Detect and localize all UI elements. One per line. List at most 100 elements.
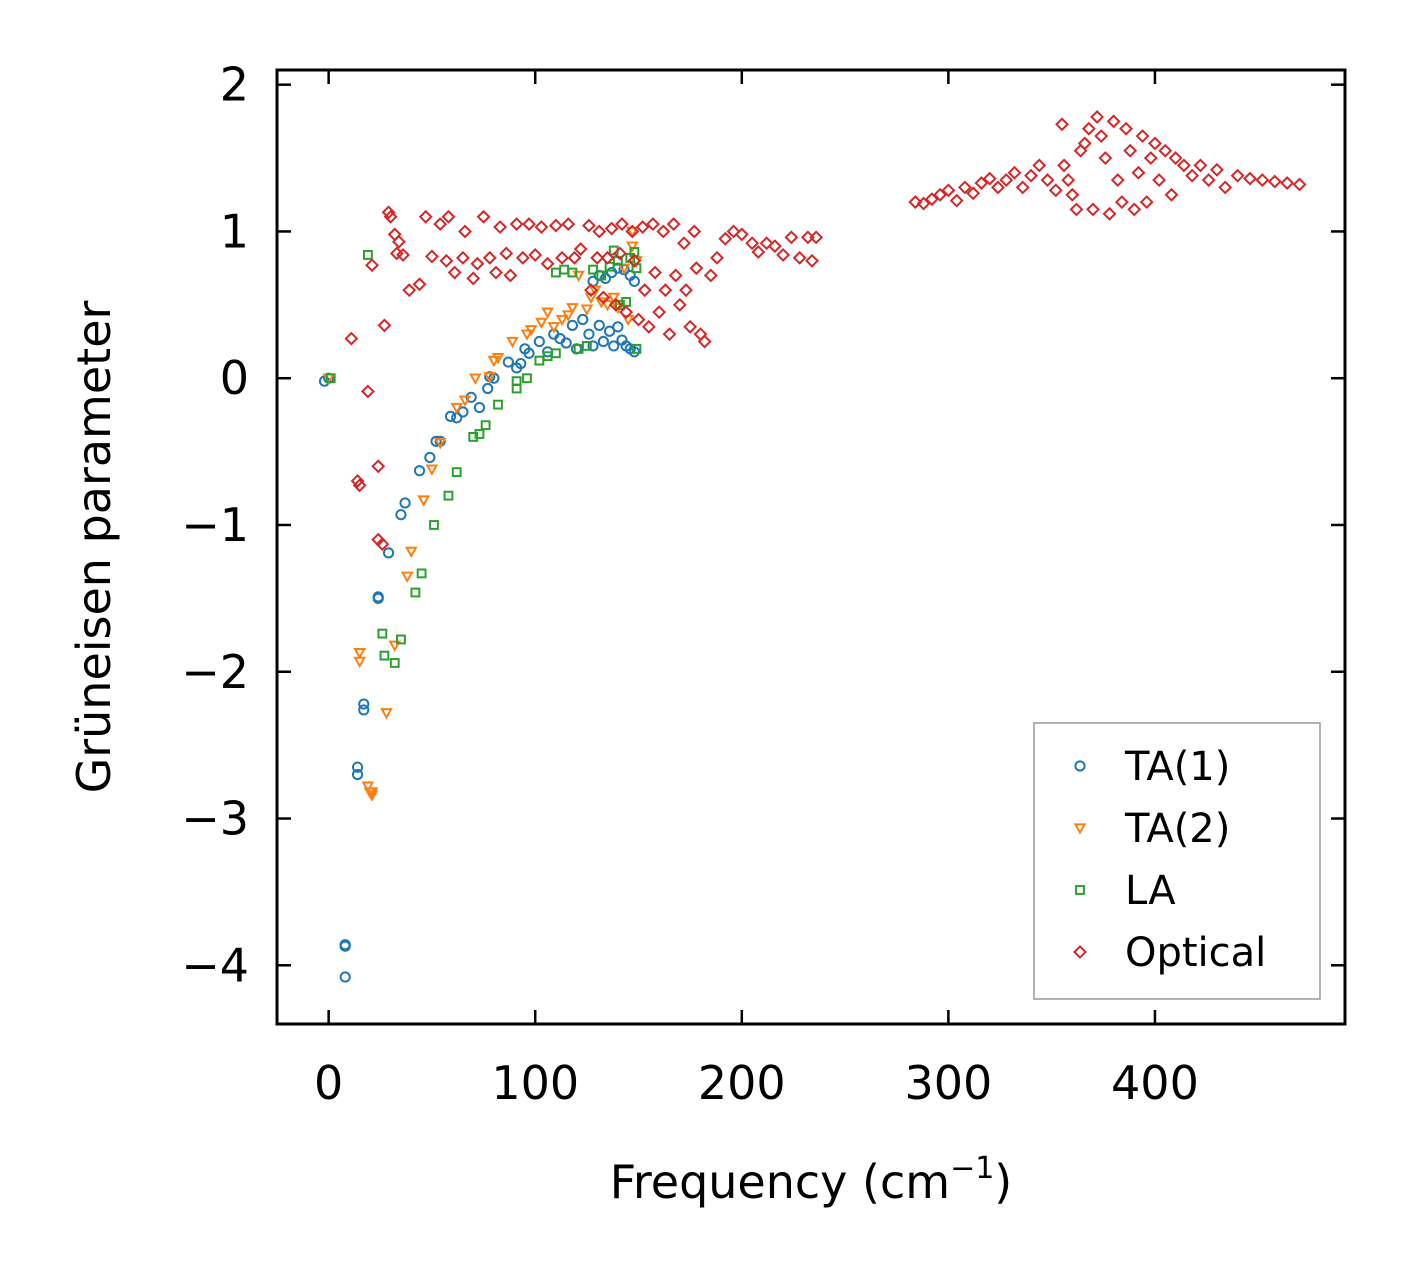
data-point (383, 209, 398, 224)
data-point (666, 217, 681, 232)
data-point (344, 331, 359, 346)
data-point (489, 265, 503, 280)
data-point (430, 435, 442, 447)
data-point (626, 226, 639, 239)
series-la (325, 245, 642, 668)
x-axis-title-main: Frequency (cm (610, 1155, 950, 1209)
data-point (631, 312, 646, 327)
data-point (592, 224, 607, 239)
data-point (566, 303, 579, 315)
data-point (458, 224, 472, 239)
data-point (1267, 174, 1282, 189)
data-point (469, 373, 482, 385)
data-point (626, 241, 639, 253)
data-point (1086, 202, 1100, 217)
x-tick-label: 400 (1111, 1056, 1199, 1110)
data-point (1201, 173, 1216, 188)
data-point (444, 410, 457, 422)
data-point (759, 236, 774, 251)
data-point (1209, 162, 1224, 177)
data-point (767, 239, 782, 254)
data-point (628, 275, 640, 287)
data-point (377, 628, 388, 639)
data-point (1152, 173, 1167, 188)
y-tick-label: 0 (220, 351, 249, 405)
data-point (509, 217, 524, 232)
data-point (365, 258, 379, 273)
data-point (1094, 129, 1109, 143)
data-point (658, 283, 673, 298)
data-point (1168, 151, 1183, 165)
y-tick-label: −4 (181, 938, 249, 992)
data-point (776, 247, 791, 262)
data-point (581, 341, 592, 351)
data-point (627, 253, 642, 268)
data-point (573, 242, 588, 256)
data-point (1280, 176, 1295, 190)
data-point (351, 768, 364, 781)
data-point (612, 246, 627, 261)
data-point (555, 314, 569, 327)
data-point (1230, 168, 1245, 183)
data-point (734, 227, 749, 242)
data-point (1139, 195, 1154, 210)
data-point (1127, 202, 1142, 217)
data-point (679, 283, 693, 298)
data-point (683, 319, 698, 334)
data-point (1007, 165, 1022, 180)
data-point (391, 234, 406, 249)
data-point (493, 399, 503, 410)
y-tick-label: −3 (181, 792, 249, 846)
legend-marker-ta-1- (1074, 760, 1086, 772)
data-point (596, 270, 607, 281)
legend-label: TA(1) (1124, 744, 1230, 790)
data-point (443, 490, 454, 501)
data-point (580, 304, 594, 316)
data-point (487, 355, 501, 368)
data-point (429, 520, 439, 530)
x-axis-title: Frequency (cm−1) (610, 1151, 1013, 1209)
data-point (608, 297, 623, 312)
data-point (520, 329, 534, 341)
data-point (1135, 129, 1150, 143)
data-point (631, 343, 642, 354)
data-point (547, 322, 561, 334)
data-point (957, 180, 972, 195)
data-point (413, 465, 426, 477)
legend-box (1033, 722, 1321, 1000)
data-point (470, 256, 485, 271)
data-point (1040, 173, 1055, 188)
data-point (1185, 168, 1200, 183)
data-point (402, 283, 417, 298)
data-point (541, 307, 554, 319)
data-point (1131, 165, 1146, 180)
data-point (533, 335, 545, 348)
data-point (353, 647, 366, 660)
data-point (584, 292, 598, 305)
data-point (1015, 180, 1030, 195)
data-point (388, 640, 402, 652)
data-point (617, 263, 631, 275)
data-point (1255, 173, 1270, 188)
data-point (652, 305, 667, 320)
data-point (1158, 143, 1173, 158)
data-point (441, 209, 456, 224)
data-point (555, 250, 570, 265)
data-point (805, 253, 819, 268)
data-point (372, 592, 384, 604)
data-point (548, 218, 563, 233)
data-point (1292, 177, 1307, 192)
data-point (522, 217, 536, 232)
data-point (567, 267, 578, 278)
legend-label: Optical (1125, 930, 1266, 976)
data-point (502, 356, 514, 368)
data-point (662, 327, 677, 342)
data-point (418, 209, 433, 224)
y-axis-title: Grüneisen parameter (67, 300, 121, 793)
data-point (710, 250, 724, 265)
data-point (608, 340, 620, 352)
data-point (1102, 206, 1117, 221)
data-point (1055, 117, 1069, 132)
data-point (1090, 110, 1105, 124)
data-point (476, 209, 491, 224)
